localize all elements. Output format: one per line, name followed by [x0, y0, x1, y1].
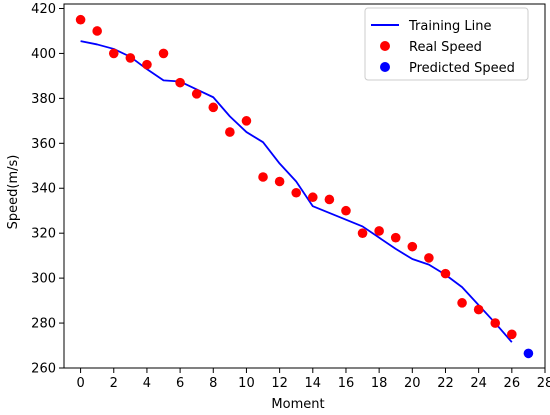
real-speed-point	[125, 53, 136, 63]
plot-frame	[63, 3, 546, 369]
real-speed-point	[208, 102, 219, 113]
x-tick-label: 14	[305, 376, 322, 391]
real-speed-point	[440, 268, 451, 279]
x-tick-label: 20	[404, 376, 421, 391]
real-speed-point	[374, 226, 384, 236]
y-tick-label: 400	[31, 47, 56, 62]
training-line-series	[80, 40, 513, 343]
real-speed-point	[75, 14, 86, 25]
x-tick-label: 8	[209, 376, 217, 391]
x-tick-label: 16	[338, 376, 355, 391]
real-speed-point	[324, 194, 335, 205]
y-tick-label: 380	[31, 92, 56, 107]
real-speed-point	[390, 232, 401, 243]
y-tick-label: 420	[31, 2, 56, 17]
x-tick-label: 12	[271, 376, 288, 391]
y-tick-label: 320	[31, 227, 56, 242]
real-speed-point	[424, 253, 434, 263]
real-speed-point	[241, 116, 252, 126]
x-tick-label: 26	[504, 376, 521, 391]
real-speed-point	[407, 241, 418, 252]
real-speed-point	[258, 172, 268, 182]
x-tick-label: 24	[470, 376, 487, 391]
x-tick-label: 18	[371, 376, 388, 391]
real-speed-point	[490, 318, 501, 328]
real-speed-point	[473, 304, 484, 315]
real-speed-point	[158, 48, 169, 59]
predicted-speed-point	[523, 348, 534, 359]
x-tick-label: 6	[176, 376, 184, 391]
legend: Training Line Real Speed Predicted Speed	[364, 7, 529, 81]
plot-layer	[75, 14, 534, 359]
axes-layer: 0 2 4 6 8 10 12 14 16 18 20 22 24 26 28260280300320340…	[31, 2, 550, 391]
legend-real-speed-marker	[380, 41, 390, 51]
y-tick-label: 280	[31, 317, 56, 332]
real-speed-point	[225, 127, 235, 137]
legend-label-predicted-speed: Predicted Speed	[409, 61, 515, 76]
y-tick-label: 300	[31, 272, 56, 287]
x-tick-label: 10	[238, 376, 255, 391]
real-speed-point	[142, 59, 152, 70]
real-speed-point	[357, 228, 368, 238]
real-speed-point	[191, 89, 202, 99]
real-speed-point	[274, 176, 285, 187]
legend-label-training-line: Training Line	[408, 19, 492, 34]
legend-predicted-speed-marker	[380, 62, 390, 72]
real-speed-point	[457, 298, 467, 308]
x-tick-label: 28	[537, 376, 550, 391]
real-speed-point	[108, 48, 119, 59]
real-speed-point	[341, 205, 351, 216]
y-tick-label: 260	[31, 362, 56, 377]
y-axis-title: Speed(m/s)	[6, 155, 21, 230]
x-tick-label: 2	[110, 376, 118, 391]
real-speed-point	[291, 187, 302, 198]
legend-label-real-speed: Real Speed	[409, 40, 482, 55]
x-tick-label: 4	[143, 376, 151, 391]
x-tick-label: 0	[76, 376, 84, 391]
real-speed-point	[507, 329, 517, 340]
x-axis-title: Moment	[271, 397, 324, 412]
legend-frame	[364, 7, 529, 81]
real-speed-point	[175, 77, 185, 88]
x-tick-label: 22	[437, 376, 454, 391]
y-tick-label: 360	[31, 137, 56, 152]
y-tick-label: 340	[31, 182, 56, 197]
real-speed-point	[307, 192, 318, 203]
real-speed-point	[92, 26, 102, 36]
